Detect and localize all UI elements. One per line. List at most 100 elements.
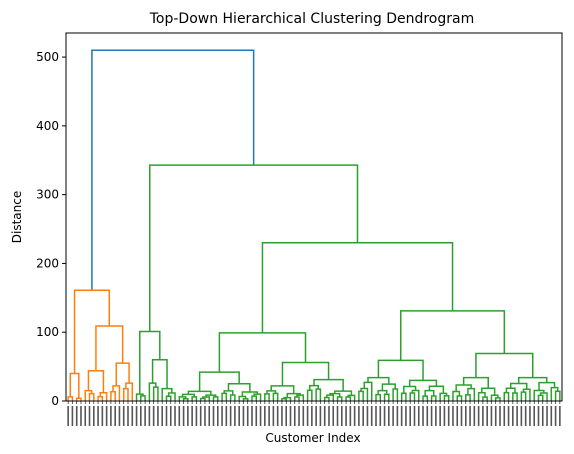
- dendrogram-link: [377, 389, 388, 395]
- leaf-label: [375, 406, 377, 426]
- leaf-label: [114, 406, 116, 426]
- dendrogram-link: [281, 397, 287, 401]
- leaf-label: [105, 406, 108, 426]
- leaf-label: [336, 406, 339, 426]
- leaf-label: [306, 406, 309, 426]
- leaf-label: [392, 406, 394, 426]
- dendrogram-link: [165, 395, 172, 401]
- leaf-label: [456, 406, 459, 426]
- dendrogram-link: [87, 369, 105, 393]
- dendrogram-link: [323, 396, 330, 401]
- leaf-label: [383, 406, 386, 426]
- dendrogram-link: [296, 394, 305, 401]
- leaf-label: [405, 406, 407, 426]
- leaf-label: [216, 406, 219, 426]
- dendrogram-link: [347, 394, 356, 401]
- dendrogram-link: [223, 390, 234, 396]
- dendrogram-link: [367, 376, 390, 385]
- dendrogram-link: [198, 371, 240, 392]
- dendrogram-link: [409, 392, 416, 401]
- y-axis: 0 100 200 300 400 500: [36, 50, 66, 408]
- dendrogram-link: [537, 394, 544, 401]
- dendrogram-link: [520, 391, 527, 401]
- dendrogram-link: [424, 389, 435, 397]
- leaf-label: [311, 406, 313, 426]
- leaf-label: [293, 406, 296, 426]
- leaf-label: [174, 406, 176, 426]
- dendrogram-link: [509, 382, 528, 390]
- dendrogram-link: [67, 396, 74, 401]
- leaf-label: [246, 406, 249, 426]
- leaf-label: [75, 406, 78, 426]
- y-tick-label: 500: [36, 50, 59, 64]
- dendrogram-link: [99, 391, 108, 401]
- leaf-label: [118, 406, 121, 426]
- leaf-label: [512, 406, 514, 426]
- dendrogram-link: [308, 384, 320, 391]
- leaf-label: [110, 406, 112, 426]
- dendrogram-link: [345, 396, 352, 401]
- dendrogram-link: [505, 387, 516, 394]
- leaf-label: [101, 406, 104, 426]
- leaf-label: [157, 406, 159, 426]
- leaf-label: [140, 406, 142, 426]
- x-axis-label: Customer Index: [265, 431, 360, 445]
- dendrogram-link: [336, 396, 343, 401]
- y-axis-label: Distance: [10, 191, 24, 243]
- dendrogram-link: [187, 390, 212, 396]
- plot-frame: [65, 32, 563, 402]
- leaf-label: [409, 406, 412, 426]
- dendrogram-link: [151, 358, 168, 389]
- leaf-label: [169, 406, 172, 426]
- leaf-label: [469, 406, 471, 426]
- dendrogram-link: [452, 390, 461, 401]
- dendrogram-link: [408, 379, 438, 387]
- dendrogram-link: [381, 383, 396, 391]
- leaf-label: [84, 406, 87, 426]
- leaf-label: [135, 406, 138, 426]
- dendrogram-link: [167, 392, 176, 401]
- dendrogram-link: [456, 395, 463, 401]
- dendrogram-link: [422, 395, 429, 401]
- leaf-label: [353, 406, 356, 426]
- leaf-label: [152, 406, 155, 426]
- dendrogram-link: [218, 332, 307, 373]
- leaf-label: [541, 406, 544, 426]
- dendrogram-link: [75, 397, 82, 401]
- dendrogram-link: [377, 359, 424, 381]
- leaf-label: [323, 406, 326, 426]
- dendrogram-link: [73, 289, 111, 374]
- leaf-label: [490, 406, 493, 426]
- dendrogram-link: [266, 390, 277, 394]
- dendrogram-link: [264, 393, 270, 401]
- leaf-label: [204, 406, 206, 426]
- leaf-label: [400, 406, 403, 426]
- dendrogram-link: [522, 388, 531, 401]
- leaf-label: [559, 406, 561, 426]
- dendrogram-link: [503, 391, 510, 401]
- leaf-label: [319, 406, 322, 426]
- dendrogram-link: [95, 325, 124, 371]
- dendrogram-link: [251, 395, 258, 401]
- leaf-label: [281, 406, 283, 426]
- dendrogram-link: [84, 389, 93, 401]
- leaf-label: [439, 406, 441, 426]
- leaf-label: [238, 406, 240, 426]
- leaf-label: [289, 406, 292, 426]
- leaf-label: [426, 406, 429, 426]
- leaf-label: [225, 406, 228, 426]
- dendrogram-link: [238, 395, 247, 401]
- leaf-ticks: [67, 401, 561, 426]
- leaf-label: [264, 406, 266, 426]
- leaf-label: [460, 406, 463, 426]
- dendrogram-link: [241, 391, 259, 397]
- leaf-label: [447, 406, 450, 426]
- dendrogram-link: [326, 394, 334, 401]
- leaf-label: [494, 406, 497, 426]
- dendrogram-link: [140, 395, 146, 401]
- leaf-label: [379, 406, 382, 426]
- y-tick-label: 300: [36, 188, 59, 202]
- dendrogram-link: [69, 372, 80, 399]
- leaf-label: [503, 406, 506, 426]
- leaf-label: [315, 406, 317, 426]
